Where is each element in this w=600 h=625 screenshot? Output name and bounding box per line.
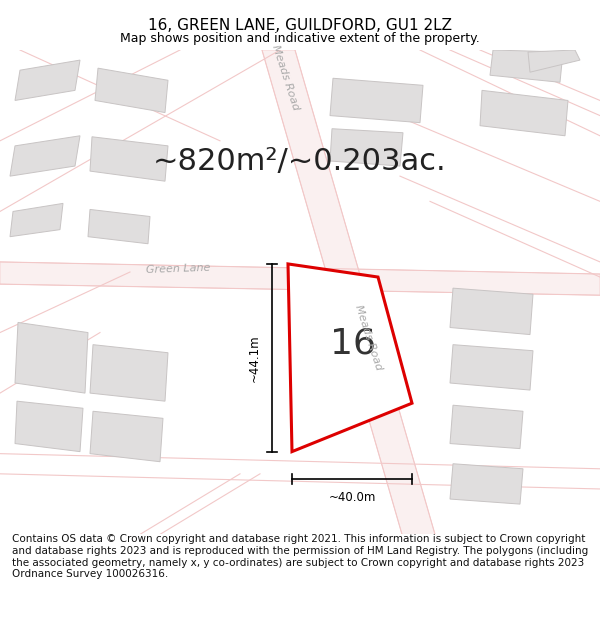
Polygon shape: [450, 464, 523, 504]
Text: Contains OS data © Crown copyright and database right 2021. This information is : Contains OS data © Crown copyright and d…: [12, 534, 588, 579]
Text: Meads Road: Meads Road: [353, 304, 383, 372]
Text: Green Lane: Green Lane: [146, 263, 211, 275]
Polygon shape: [90, 411, 163, 462]
Polygon shape: [480, 91, 568, 136]
Polygon shape: [0, 262, 600, 295]
Polygon shape: [10, 203, 63, 237]
Polygon shape: [88, 209, 150, 244]
Polygon shape: [15, 401, 83, 452]
Polygon shape: [450, 344, 533, 390]
Polygon shape: [15, 60, 80, 101]
Text: Map shows position and indicative extent of the property.: Map shows position and indicative extent…: [120, 32, 480, 45]
Polygon shape: [450, 405, 523, 449]
Polygon shape: [10, 136, 80, 176]
Polygon shape: [330, 129, 403, 166]
Polygon shape: [330, 78, 423, 122]
Polygon shape: [288, 264, 412, 452]
Polygon shape: [95, 68, 168, 112]
Text: Meads Road: Meads Road: [269, 43, 301, 111]
Text: ~40.0m: ~40.0m: [328, 491, 376, 504]
Text: 16: 16: [329, 327, 376, 361]
Text: ~820m²/~0.203ac.: ~820m²/~0.203ac.: [153, 146, 447, 176]
Polygon shape: [450, 288, 533, 334]
Polygon shape: [262, 50, 435, 534]
Polygon shape: [490, 50, 563, 82]
Polygon shape: [90, 137, 168, 181]
Polygon shape: [90, 344, 168, 401]
Polygon shape: [15, 322, 88, 393]
Text: 16, GREEN LANE, GUILDFORD, GU1 2LZ: 16, GREEN LANE, GUILDFORD, GU1 2LZ: [148, 18, 452, 32]
Polygon shape: [528, 50, 580, 72]
Text: ~44.1m: ~44.1m: [248, 334, 260, 382]
